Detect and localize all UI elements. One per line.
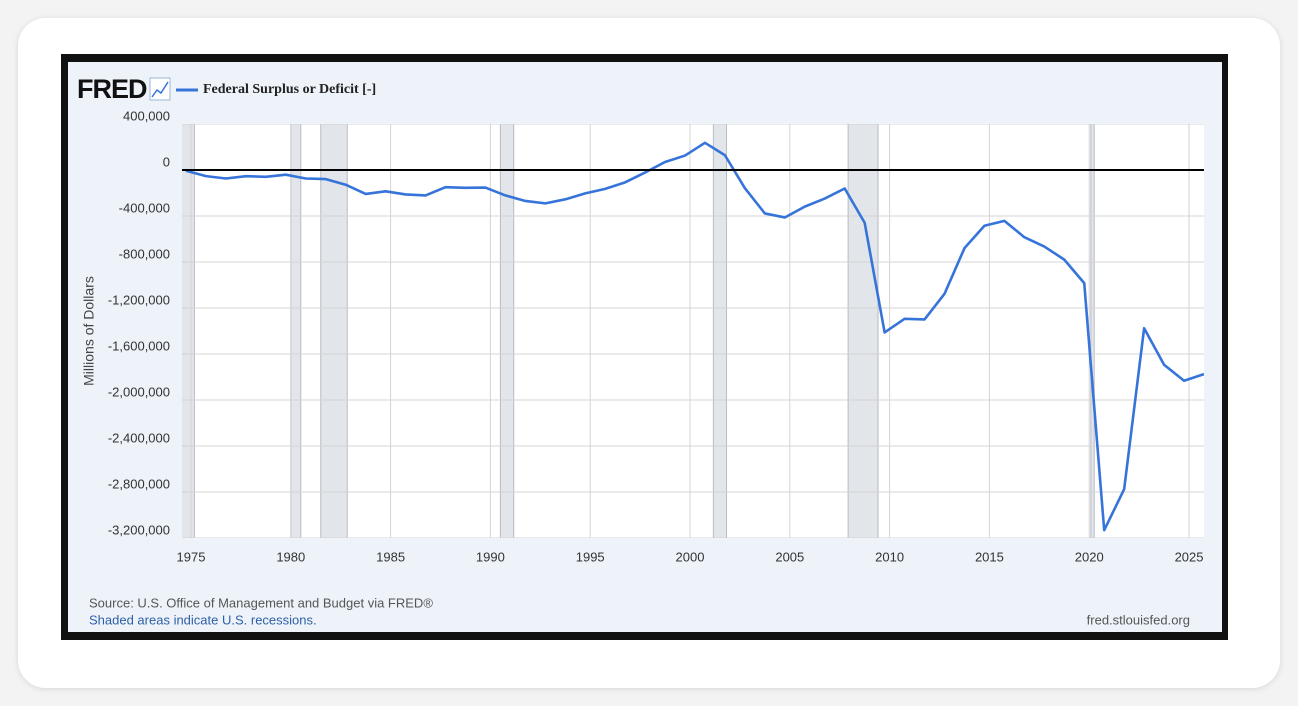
logo: FRED <box>77 74 147 104</box>
x-tick-label: 2020 <box>1075 549 1104 564</box>
x-tick-label: 1995 <box>576 549 605 564</box>
y-tick-label: -3,200,000 <box>108 522 170 537</box>
y-tick-label: 400,000 <box>123 108 170 123</box>
x-tick-label: 1980 <box>276 549 305 564</box>
plot-content <box>182 124 1204 538</box>
y-tick-label: -2,400,000 <box>108 430 170 445</box>
legend-label: Federal Surplus or Deficit [-] <box>203 82 376 97</box>
data-line <box>185 141 1204 532</box>
x-tick-label: 1985 <box>376 549 405 564</box>
recession-band <box>712 124 728 538</box>
recession-note: Shaded areas indicate U.S. recessions. <box>89 612 317 627</box>
x-tick-label: 2005 <box>775 549 804 564</box>
x-tick-label: 2015 <box>975 549 1004 564</box>
y-tick-label: -400,000 <box>119 200 170 215</box>
site: fred.stlouisfed.org <box>1087 612 1190 627</box>
y-tick-label: 0 <box>163 154 170 169</box>
y-axis-label: Millions of Dollars <box>81 276 97 386</box>
logo-icon <box>149 77 171 101</box>
y-tick-label: -800,000 <box>119 246 170 261</box>
y-tick-label: -1,600,000 <box>108 338 170 353</box>
x-tick-label: 2010 <box>875 549 904 564</box>
plot-area <box>182 124 1204 538</box>
source: Source: U.S. Office of Management and Bu… <box>89 595 433 610</box>
x-tick-label: 2000 <box>676 549 705 564</box>
y-tick-label: -2,800,000 <box>108 476 170 491</box>
y-tick-label: -2,000,000 <box>108 384 170 399</box>
recession-band <box>320 124 348 538</box>
recession-band <box>499 124 515 538</box>
x-tick-label: 1975 <box>177 549 206 564</box>
recession-band <box>847 124 879 538</box>
y-tick-label: -1,200,000 <box>108 292 170 307</box>
x-tick-label: 2025 <box>1175 549 1204 564</box>
recession-band <box>290 124 302 538</box>
x-tick-label: 1990 <box>476 549 505 564</box>
recession-band <box>1090 124 1095 538</box>
